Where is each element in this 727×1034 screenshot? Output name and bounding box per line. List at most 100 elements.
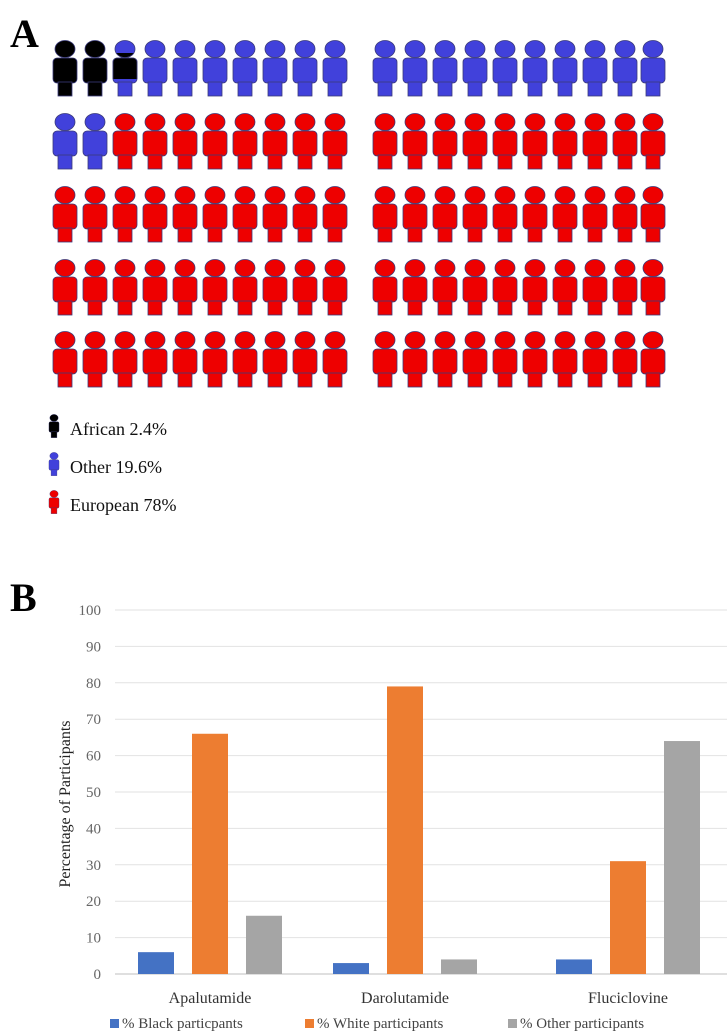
bar-chart: 0 10 20 30 40 50 60 70 80 90 100 Percentage of Par… xyxy=(57,603,727,1032)
y-axis-ticks: 0 10 20 30 40 50 60 70 80 90 100 xyxy=(79,603,102,983)
person-icon xyxy=(402,259,428,316)
y-tick-label: 100 xyxy=(79,603,102,619)
person-icon xyxy=(612,113,638,170)
person-icon xyxy=(462,259,488,316)
person-icon xyxy=(322,331,348,388)
person-icon xyxy=(552,331,578,388)
person-icon xyxy=(262,259,288,316)
legend-swatch xyxy=(110,1019,119,1028)
person-icon xyxy=(522,259,548,316)
chart-legend: % Black particpants % White participants%… xyxy=(110,1016,644,1032)
legend-person-icon xyxy=(48,414,60,438)
person-icon xyxy=(112,113,138,170)
y-tick-label: 40 xyxy=(86,821,101,837)
person-icon xyxy=(612,259,638,316)
legend-person-icon xyxy=(48,490,60,514)
person-icon xyxy=(432,186,458,243)
person-icon xyxy=(372,259,398,316)
person-icon xyxy=(112,186,138,243)
person-icon xyxy=(232,186,258,243)
person-icon xyxy=(492,186,518,243)
person-icon xyxy=(232,113,258,170)
chart-bars xyxy=(138,686,700,974)
person-icon xyxy=(552,40,578,97)
person-icon xyxy=(262,331,288,388)
pictograph-figure: African 2.4% Other 19.6% European 78% xyxy=(48,40,666,515)
person-icon xyxy=(142,40,168,97)
person-icon xyxy=(112,40,138,97)
person-icon xyxy=(142,259,168,316)
legend-person-icon xyxy=(48,452,60,476)
pictograph-grid xyxy=(52,40,666,388)
person-icon xyxy=(172,40,198,97)
person-icon xyxy=(292,259,318,316)
bar xyxy=(138,952,174,974)
legend-label: % White participants xyxy=(317,1016,444,1032)
person-icon xyxy=(640,40,666,97)
x-category-label: Apalutamide xyxy=(169,990,252,1007)
person-icon xyxy=(172,331,198,388)
person-icon xyxy=(52,186,78,243)
bar xyxy=(192,733,228,974)
person-icon xyxy=(432,113,458,170)
person-icon xyxy=(582,186,608,243)
person-icon xyxy=(492,40,518,97)
bar xyxy=(387,686,423,974)
person-icon xyxy=(52,40,78,97)
person-icon xyxy=(322,113,348,170)
person-icon xyxy=(202,113,228,170)
person-icon xyxy=(462,40,488,97)
person-icon xyxy=(492,113,518,170)
person-icon xyxy=(292,186,318,243)
person-icon xyxy=(322,40,348,97)
person-icon xyxy=(52,259,78,316)
bar xyxy=(664,741,700,974)
person-icon xyxy=(172,259,198,316)
person-icon xyxy=(462,186,488,243)
person-icon xyxy=(552,259,578,316)
person-icon xyxy=(402,40,428,97)
person-icon xyxy=(202,186,228,243)
y-tick-label: 90 xyxy=(86,639,101,655)
person-icon xyxy=(612,331,638,388)
person-icon xyxy=(142,113,168,170)
person-icon xyxy=(432,40,458,97)
person-icon-partial xyxy=(112,53,138,79)
bar xyxy=(441,959,477,974)
y-tick-label: 0 xyxy=(94,967,102,983)
person-icon xyxy=(52,331,78,388)
legend-swatch xyxy=(305,1019,314,1028)
panel-a-letter: A xyxy=(10,11,39,56)
person-icon xyxy=(640,113,666,170)
person-icon xyxy=(492,259,518,316)
bar xyxy=(610,861,646,974)
person-icon xyxy=(232,40,258,97)
person-icon xyxy=(52,113,78,170)
person-icon xyxy=(322,186,348,243)
legend-label: European 78% xyxy=(70,495,176,515)
bar xyxy=(246,915,282,974)
person-icon xyxy=(432,331,458,388)
legend-label: African 2.4% xyxy=(70,419,167,439)
person-icon xyxy=(522,40,548,97)
person-icon xyxy=(82,40,108,97)
person-icon xyxy=(582,113,608,170)
person-icon xyxy=(142,331,168,388)
person-icon xyxy=(232,259,258,316)
legend-label: % Black particpants xyxy=(122,1016,243,1032)
y-axis-label: Percentage of Participants xyxy=(57,720,74,887)
person-icon xyxy=(582,40,608,97)
person-icon xyxy=(582,331,608,388)
pictograph-legend: African 2.4% Other 19.6% European 78% xyxy=(48,414,176,515)
person-icon xyxy=(372,331,398,388)
person-icon xyxy=(202,259,228,316)
person-icon xyxy=(372,186,398,243)
person-icon xyxy=(402,186,428,243)
person-icon xyxy=(552,113,578,170)
person-icon xyxy=(292,331,318,388)
person-icon xyxy=(462,113,488,170)
person-icon xyxy=(432,259,458,316)
person-icon xyxy=(292,40,318,97)
y-tick-label: 30 xyxy=(86,858,101,874)
person-icon xyxy=(640,186,666,243)
